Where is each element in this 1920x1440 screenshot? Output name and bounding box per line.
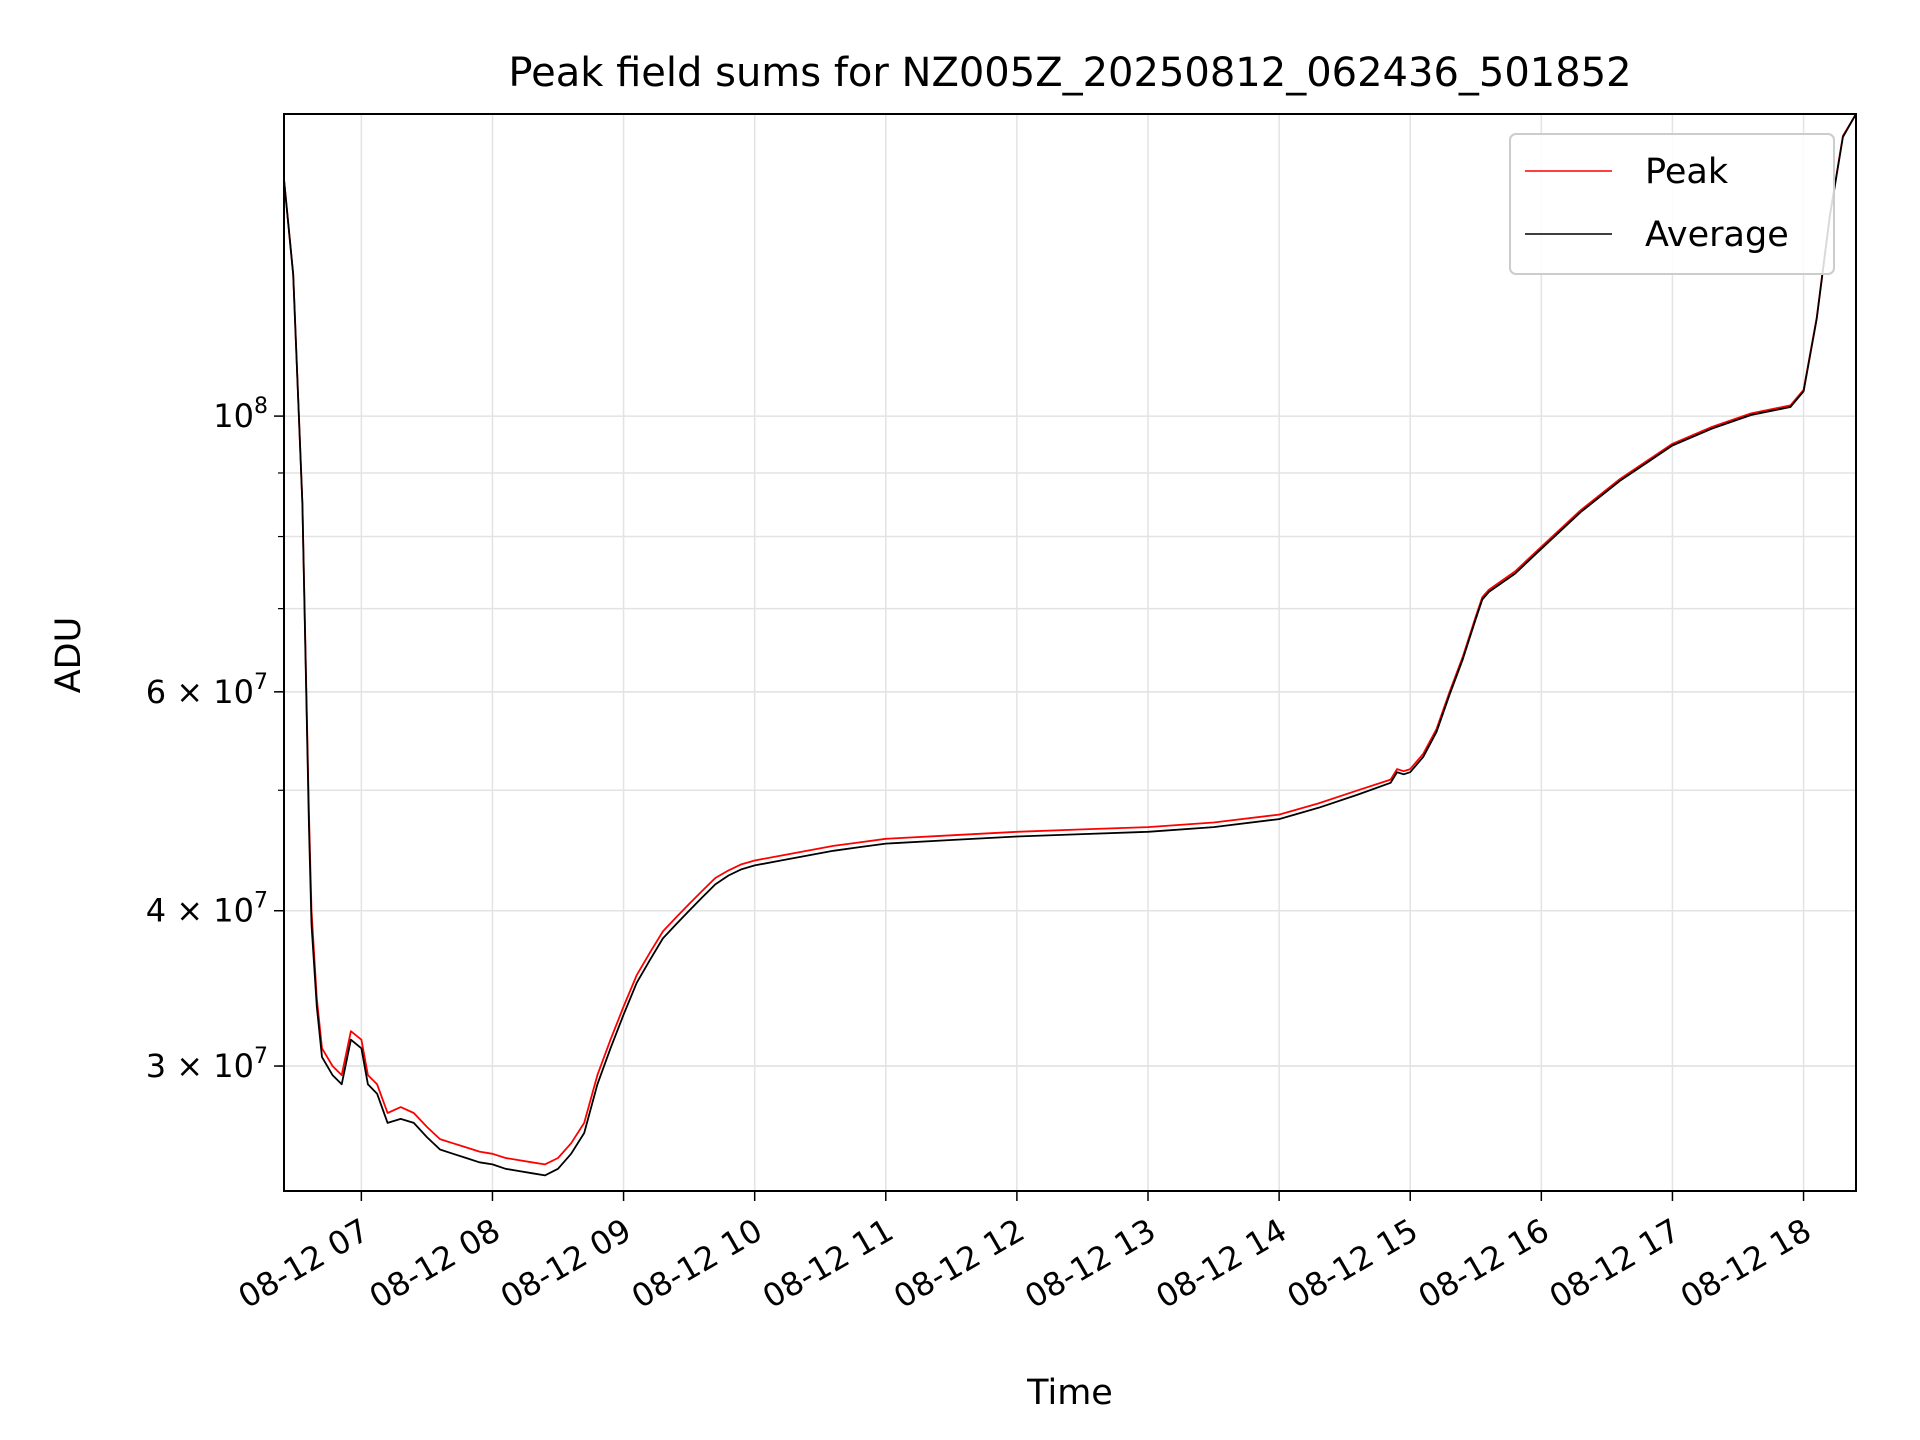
y-tick-label: 108: [213, 394, 268, 435]
y-tick-label: 4 × 107: [146, 889, 268, 930]
series-layer: [283, 113, 1857, 1177]
series-line-average: [283, 113, 1857, 1177]
y-axis-label: ADU: [49, 617, 89, 694]
series-line-peak: [283, 113, 1857, 1166]
y-tick-label: 3 × 107: [146, 1044, 268, 1085]
legend-label-peak: Peak: [1645, 152, 1729, 192]
plot-frame: [283, 113, 1857, 1192]
x-axis-label: Time: [1026, 1373, 1113, 1413]
legend-label-average: Average: [1645, 215, 1789, 255]
chart-title: Peak field sums for NZ005Z_20250812_0624…: [508, 50, 1631, 96]
legend-box: [1509, 133, 1835, 275]
legend: Peak Average: [1509, 133, 1835, 275]
grid: [284, 114, 1856, 1191]
y-tick-label: 6 × 107: [146, 670, 268, 711]
y-axis-ticks: 3 × 107 4 × 107 6 × 107 108: [146, 394, 284, 1085]
